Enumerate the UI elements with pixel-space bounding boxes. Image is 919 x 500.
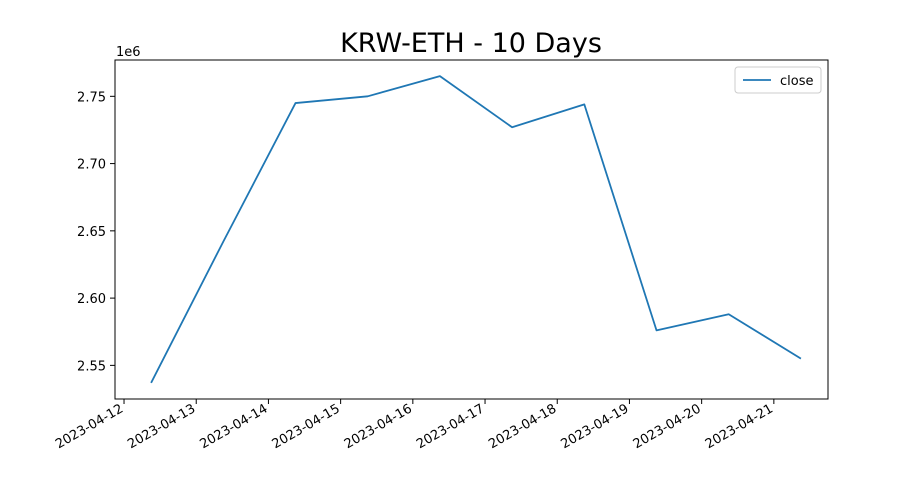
x-tick-label: 2023-04-16 [342,401,415,452]
x-axis: 2023-04-12 2023-04-13 2023-04-14 2023-04-15… [53,399,776,452]
x-tick-label: 2023-04-12 [53,401,126,452]
y-tick-label: 2.65 [77,225,106,240]
y-tick-label: 2.70 [77,158,106,173]
y-tick-label: 2.55 [77,359,106,374]
x-tick-label: 2023-04-21 [703,401,776,452]
legend: close [734,66,822,94]
y-tick-label: 2.75 [77,90,106,105]
x-tick-label: 2023-04-15 [270,401,343,452]
chart-title: KRW-ETH - 10 Days [340,28,602,59]
x-tick-label: 2023-04-17 [414,401,487,452]
legend-box [734,66,822,94]
x-tick-label: 2023-04-19 [559,401,632,452]
x-tick-label: 2023-04-14 [197,401,270,452]
plot-frame [114,59,829,400]
series-line-close [150,75,802,384]
x-tick-label: 2023-04-20 [631,401,704,452]
legend-label: close [780,74,813,89]
plot-area [150,75,802,384]
x-tick-label: 2023-04-13 [125,401,198,452]
y-axis: 2.55 2.60 2.65 2.70 2.75 [77,90,115,374]
x-tick-label: 2023-04-18 [486,401,559,452]
y-offset-label: 1e6 [116,45,141,60]
y-tick-label: 2.60 [77,292,106,307]
